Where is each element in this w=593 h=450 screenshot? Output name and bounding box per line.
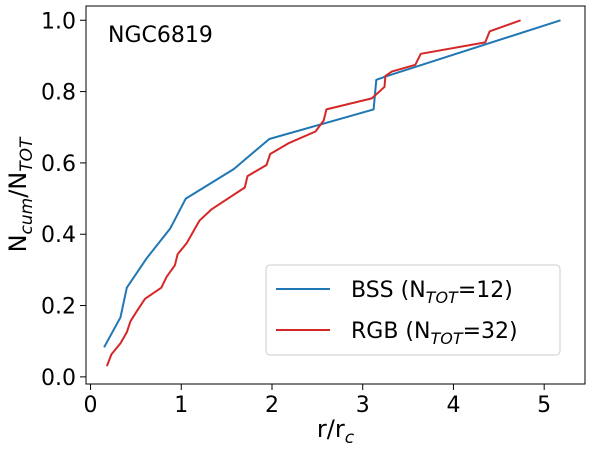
y-axis-label-sub-tot: TOT	[17, 136, 37, 172]
plot-frame	[85, 5, 586, 385]
legend-bss-post: =12)	[458, 278, 513, 303]
series-line-bss	[103, 19, 561, 348]
x-axis: 0 1 2 3 4 5	[84, 384, 551, 418]
x-tick-label: 1	[174, 393, 188, 418]
y-axis-label-sub-cum: cum	[17, 198, 37, 235]
x-tick-label: 5	[537, 393, 551, 418]
x-tick-label: 2	[265, 393, 279, 418]
y-tick-label: 1.0	[41, 9, 76, 34]
series-line-rgb	[105, 19, 521, 367]
legend-box	[265, 264, 561, 356]
legend-label-rgb: RGB (NTOT=32)	[351, 319, 518, 348]
y-axis-label-base: N	[4, 234, 32, 252]
series-layer	[103, 19, 561, 367]
x-axis-label-base: r/r	[317, 415, 345, 443]
legend-rgb-sub: TOT	[430, 329, 463, 348]
y-tick-label: 0.8	[41, 81, 76, 106]
y-tick-label: 0.4	[41, 223, 76, 248]
x-tick-label: 0	[84, 393, 98, 418]
x-axis-label: r/rc	[317, 415, 355, 448]
legend-bss-pre: BSS (N	[351, 278, 426, 303]
y-tick-label: 0.0	[41, 366, 76, 391]
x-axis-label-sub: c	[345, 428, 355, 448]
y-axis-label: Ncum/NTOT	[4, 136, 37, 252]
legend-rgb-pre: RGB (N	[351, 319, 430, 344]
x-tick-label: 4	[446, 393, 460, 418]
legend-bss-sub: TOT	[426, 288, 459, 307]
legend-rgb-post: =32)	[463, 319, 518, 344]
legend: BSS (NTOT=12) RGB (NTOT=32)	[265, 264, 561, 356]
cluster-annotation: NGC6819	[108, 23, 213, 48]
y-tick-label: 0.2	[41, 295, 76, 320]
x-tick-label: 3	[356, 393, 370, 418]
y-tick-label: 0.6	[41, 152, 76, 177]
legend-label-bss: BSS (NTOT=12)	[351, 278, 513, 307]
y-axis: 0.0 0.2 0.4 0.6 0.8 1.0	[41, 9, 86, 391]
y-axis-label-mid: /N	[4, 172, 32, 198]
